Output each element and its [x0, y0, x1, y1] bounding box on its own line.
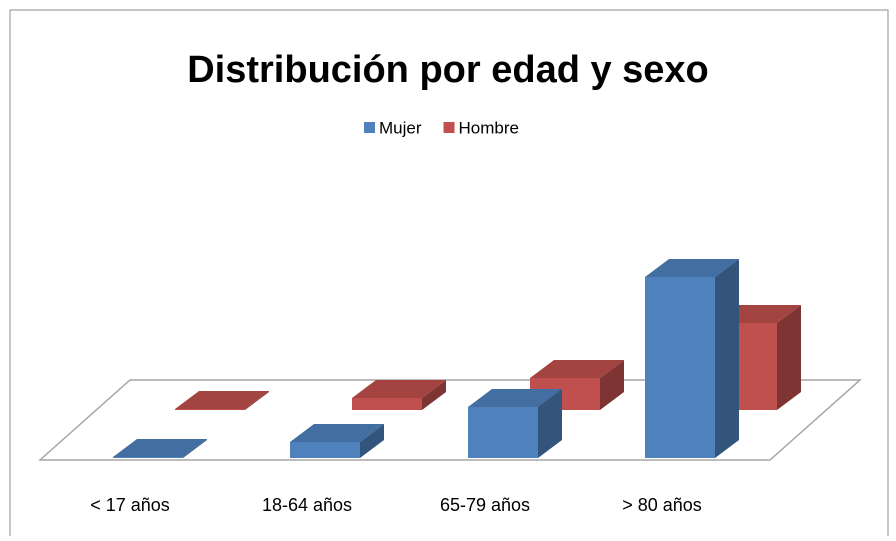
- bar-top: [352, 380, 446, 398]
- legend-label: Hombre: [459, 118, 519, 137]
- legend-swatch: [364, 122, 375, 133]
- bar-side: [245, 391, 269, 410]
- bar: [468, 407, 538, 458]
- x-tick-label: < 17 años: [90, 495, 170, 515]
- bar-side: [422, 380, 446, 410]
- bar-top: [175, 391, 269, 409]
- x-tick-label: 65-79 años: [440, 495, 530, 515]
- bar: [113, 457, 183, 458]
- legend-swatch: [443, 122, 455, 133]
- bar-top: [645, 259, 739, 277]
- bar-top: [113, 439, 207, 457]
- legend-label: Mujer: [379, 118, 422, 137]
- bar-side: [715, 259, 739, 458]
- bar-side: [777, 305, 801, 410]
- bar: [175, 409, 245, 410]
- bar-side: [600, 360, 624, 410]
- bar: [290, 442, 360, 458]
- bar-top: [530, 360, 624, 378]
- chart-title: Distribución por edad y sexo: [187, 49, 709, 91]
- bar-top: [468, 389, 562, 407]
- bar-side: [183, 439, 207, 458]
- bar-top: [290, 424, 384, 442]
- bar: [352, 398, 422, 410]
- x-tick-label: 18-64 años: [262, 495, 352, 515]
- bar-side: [360, 424, 384, 458]
- bar-side: [538, 389, 562, 458]
- bar: [645, 277, 715, 458]
- x-tick-label: > 80 años: [622, 495, 702, 515]
